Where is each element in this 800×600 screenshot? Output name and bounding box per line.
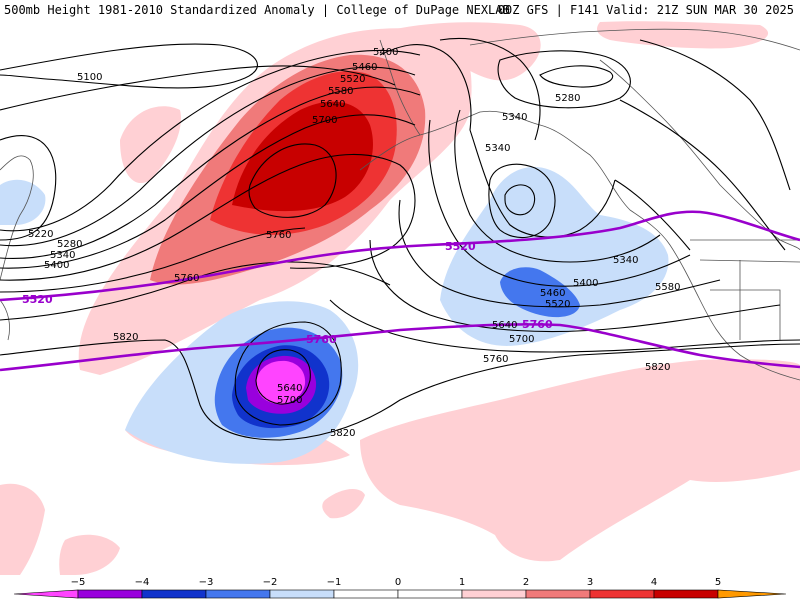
positive-anomaly-area (232, 101, 373, 212)
legend-tick-label: 4 (651, 577, 657, 588)
contour-label: 5700 (277, 395, 302, 406)
height-contours (0, 37, 800, 441)
contour-label: 5520 (340, 74, 365, 85)
legend-swatch (141, 589, 207, 599)
legend-swatch (205, 589, 271, 599)
anomaly-shading (0, 21, 800, 575)
negative-anomaly-area (255, 360, 306, 404)
legend-swatch (269, 589, 335, 599)
legend-tick-label: −4 (135, 577, 150, 588)
legend-swatch (653, 589, 719, 599)
positive-anomaly-area (322, 488, 365, 519)
contour-label: 5460 (352, 62, 377, 73)
negative-anomaly-area (0, 179, 46, 225)
contour-label: 5520 (445, 240, 476, 253)
legend-arrow-low (13, 589, 79, 599)
contour-label: 5100 (77, 72, 102, 83)
contour-label: 5640 (492, 320, 517, 331)
positive-anomaly-area (59, 534, 120, 575)
map-title: 500mb Height 1981-2010 Standardized Anom… (4, 3, 510, 17)
legend-swatch (397, 589, 463, 599)
contour-label: 5400 (373, 47, 398, 58)
contour-label: 5640 (320, 99, 345, 110)
positive-anomaly-area (120, 106, 181, 184)
anomaly-legend: −5 −4 −3 −2 −1 0 1 2 3 4 5 (0, 576, 800, 600)
positive-anomaly-area (0, 483, 45, 575)
legend-tick-label: 3 (587, 577, 593, 588)
contour-label: 5820 (113, 332, 138, 343)
legend-tick-label: −1 (327, 577, 342, 588)
legend-tick-label: −5 (71, 577, 86, 588)
legend-tick-label: −2 (263, 577, 278, 588)
contour-label: 5700 (312, 115, 337, 126)
contour-label: 5340 (613, 255, 638, 266)
positive-anomaly-area (390, 22, 541, 81)
model-run-info: 00Z GFS | F141 Valid: 21Z SUN MAR 30 202… (497, 3, 794, 17)
legend-tick-label: 0 (395, 577, 401, 588)
contour-label: 5400 (573, 278, 598, 289)
contour-label: 5340 (50, 250, 75, 261)
anomaly-map: 5100 5220 5280 5340 5400 5400 5460 5520 … (0, 20, 800, 576)
legend-swatch (77, 589, 143, 599)
contour-5520 (0, 210, 800, 302)
contour-label: 5820 (645, 362, 670, 373)
legend-arrow-high (717, 589, 787, 599)
contour-label: 5760 (266, 230, 291, 241)
legend-swatch (525, 589, 591, 599)
contour-label: 5280 (555, 93, 580, 104)
legend-tick-label: 1 (459, 577, 465, 588)
legend-swatch (333, 589, 399, 599)
contour-label: 5340 (485, 143, 510, 154)
contour-label: 5760 (174, 273, 199, 284)
contour-label: 5520 (22, 293, 53, 306)
contour-label: 5520 (545, 299, 570, 310)
contour-label: 5760 (483, 354, 508, 365)
highlighted-contours (0, 210, 800, 372)
legend-tick-label: 5 (715, 577, 721, 588)
contour-label: 5760 (306, 333, 337, 346)
legend-swatch (589, 589, 655, 599)
contour-label: 5580 (655, 282, 680, 293)
contour-labels: 5100 5220 5280 5340 5400 5400 5460 5520 … (22, 47, 680, 439)
legend-color-bar (13, 589, 787, 599)
contour-label: 5820 (330, 428, 355, 439)
contour-label: 5640 (277, 383, 302, 394)
legend-tick-label: −3 (199, 577, 214, 588)
contour-label: 5400 (44, 260, 69, 271)
contour-label: 5460 (540, 288, 565, 299)
positive-anomaly-area (360, 359, 800, 562)
contour-label: 5340 (502, 112, 527, 123)
contour-label: 5220 (28, 229, 53, 240)
contour-label: 5700 (509, 334, 534, 345)
legend-tick-label: 2 (523, 577, 529, 588)
contour-label: 5580 (328, 86, 353, 97)
contour-label: 5760 (522, 318, 553, 331)
map-header: 500mb Height 1981-2010 Standardized Anom… (0, 0, 800, 20)
positive-anomaly-area (597, 21, 769, 49)
contour-5760 (0, 323, 800, 372)
contour-label: 5280 (57, 239, 82, 250)
negative-anomaly-area (440, 166, 669, 346)
legend-tick-labels: −5 −4 −3 −2 −1 0 1 2 3 4 5 (71, 577, 722, 588)
legend-swatch (461, 589, 527, 599)
